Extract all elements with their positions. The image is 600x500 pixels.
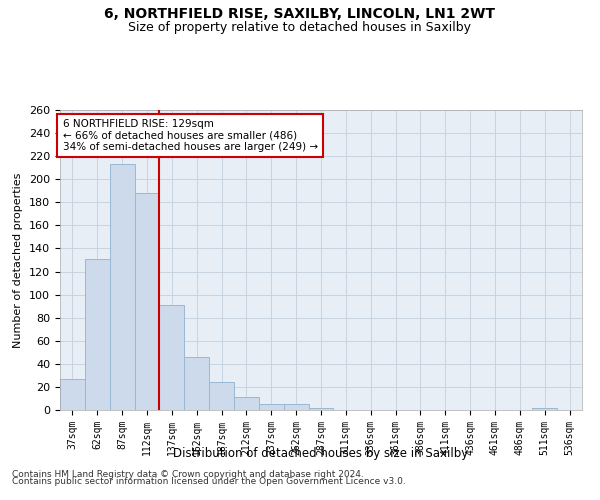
- Bar: [284, 404, 308, 410]
- Bar: [85, 259, 110, 410]
- Text: Size of property relative to detached houses in Saxilby: Size of property relative to detached ho…: [128, 21, 472, 34]
- Bar: [308, 408, 334, 410]
- Text: Contains HM Land Registry data © Crown copyright and database right 2024.: Contains HM Land Registry data © Crown c…: [12, 470, 364, 479]
- Y-axis label: Number of detached properties: Number of detached properties: [13, 172, 23, 348]
- Text: 6 NORTHFIELD RISE: 129sqm
← 66% of detached houses are smaller (486)
34% of semi: 6 NORTHFIELD RISE: 129sqm ← 66% of detac…: [62, 119, 318, 152]
- Bar: [110, 164, 134, 410]
- Bar: [209, 382, 234, 410]
- Bar: [134, 193, 160, 410]
- Text: Distribution of detached houses by size in Saxilby: Distribution of detached houses by size …: [173, 448, 469, 460]
- Bar: [184, 357, 209, 410]
- Text: Contains public sector information licensed under the Open Government Licence v3: Contains public sector information licen…: [12, 478, 406, 486]
- Bar: [532, 408, 557, 410]
- Bar: [160, 305, 184, 410]
- Text: 6, NORTHFIELD RISE, SAXILBY, LINCOLN, LN1 2WT: 6, NORTHFIELD RISE, SAXILBY, LINCOLN, LN…: [104, 8, 496, 22]
- Bar: [60, 379, 85, 410]
- Bar: [259, 404, 284, 410]
- Bar: [234, 398, 259, 410]
